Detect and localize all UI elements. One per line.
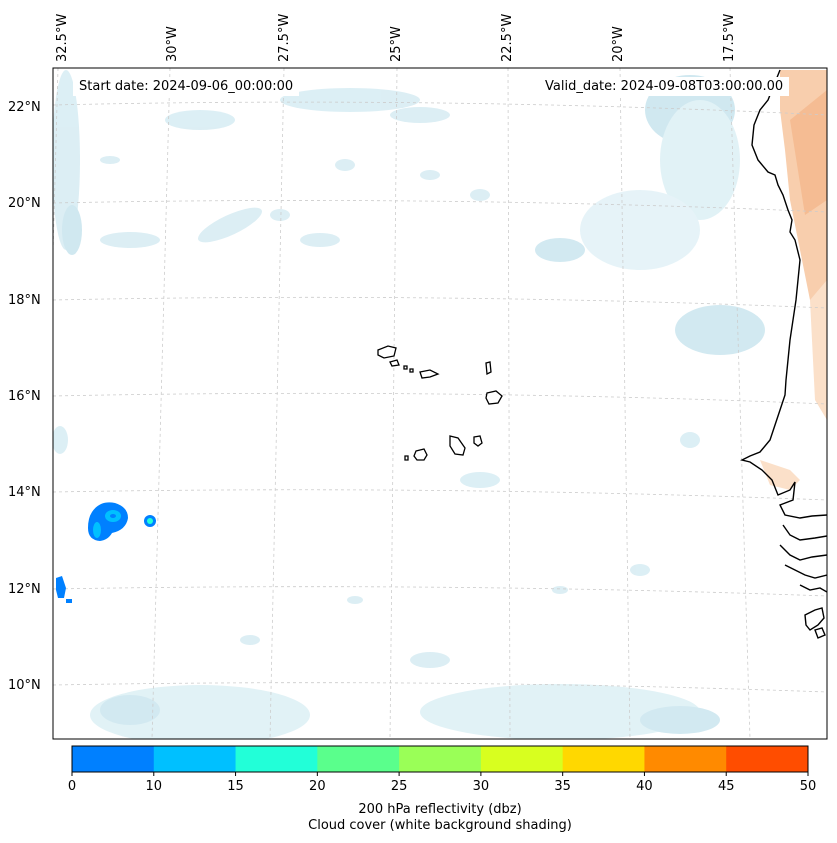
colorbar-tick-label: 15: [227, 779, 244, 794]
cabo-verde-islands: [377, 345, 503, 461]
map-frame: [52, 67, 828, 740]
colorbar-tick-label: 35: [554, 779, 571, 794]
colorbar-tick-label: 40: [636, 779, 653, 794]
start-date-label: Start date: 2024-09-06_00:00:00: [73, 77, 300, 96]
latitude-labels: 22°N 20°N 18°N 16°N 14°N 12°N 10°N: [8, 100, 41, 693]
colorbar-tick-label: 30: [472, 779, 490, 794]
lat-label: 10°N: [8, 678, 41, 693]
colorbar-segment: [235, 746, 318, 772]
colorbar-segment: [317, 746, 400, 772]
lon-label: 30°W: [165, 26, 180, 62]
colorbar-tick-label: 50: [799, 779, 817, 794]
colorbar-tick-labels: 0 10 15 20 25 30 35 40 45 50: [68, 779, 816, 797]
colorbar-label: 200 hPa reflectivity (dbz): [358, 802, 522, 817]
colorbar-tick-label: 25: [390, 779, 408, 794]
colorbar-segment: [726, 746, 809, 772]
colorbar-tick-label: 0: [67, 779, 77, 794]
colorbar-tick-label: 10: [145, 779, 163, 794]
lat-label: 12°N: [8, 582, 41, 597]
colorbar-segment: [72, 746, 155, 772]
colorbar-tick-label: 20: [309, 779, 326, 794]
lat-label: 18°N: [8, 293, 41, 308]
colorbar-segment: [562, 746, 645, 772]
lon-label: 17.5°W: [722, 14, 737, 62]
coastline: [739, 69, 827, 639]
lat-label: 14°N: [8, 485, 41, 500]
valid-date-label: Valid_date: 2024-09-08T03:00:00.00: [539, 77, 790, 96]
lat-label: 16°N: [8, 389, 41, 404]
lon-label: 32.5°W: [55, 14, 70, 62]
colorbar-tick-label: 45: [717, 779, 735, 794]
land-warm-shading: [760, 70, 827, 490]
colorbar-sublabel: Cloud cover (white background shading): [308, 818, 572, 833]
colorbar-frame: [71, 745, 809, 773]
lat-label: 20°N: [8, 196, 41, 211]
lat-label: 22°N: [8, 100, 41, 115]
lon-label: 25°W: [389, 26, 404, 62]
colorbar: [71, 745, 809, 776]
colorbar-segment: [480, 746, 564, 772]
colorbar-segment: [399, 746, 482, 772]
lon-label: 20°W: [611, 26, 626, 62]
gridlines: [53, 68, 827, 739]
colorbar-segment: [644, 746, 727, 772]
lon-label: 27.5°W: [277, 14, 292, 62]
longitude-labels: 32.5°W 30°W 27.5°W 25°W 22.5°W 20°W 17.5…: [55, 14, 737, 62]
reflectivity-cells: [56, 502, 156, 603]
cloud-cover-shading: [53, 70, 765, 739]
colorbar-segment: [153, 746, 237, 772]
lon-label: 22.5°W: [500, 14, 515, 62]
map-content: [53, 68, 827, 739]
